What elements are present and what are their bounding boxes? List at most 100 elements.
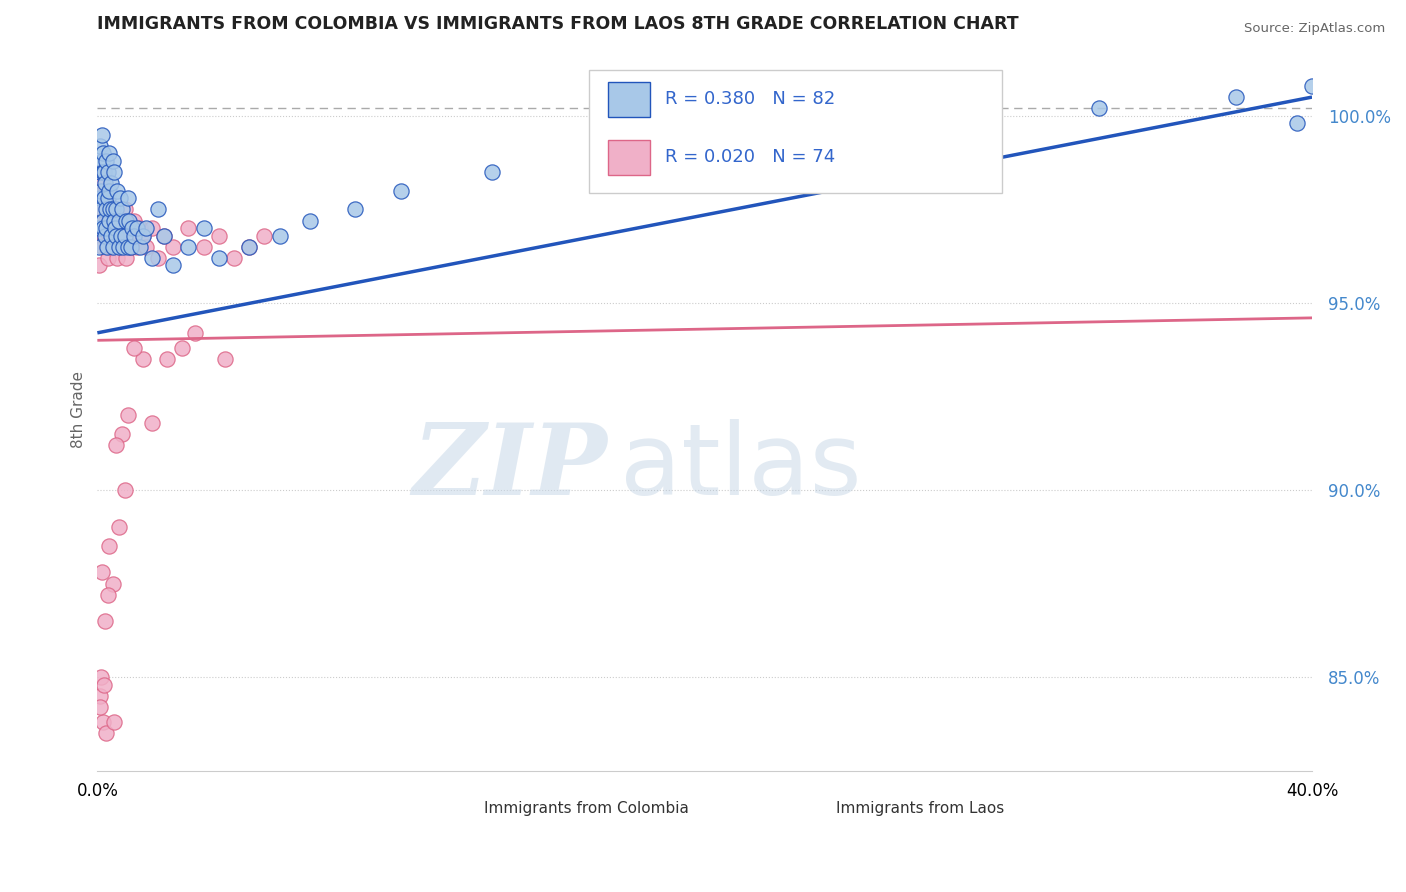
Point (120, 240, 142, 254)
Point (132, 228, 155, 243)
Point (89, 228, 111, 243)
Point (121, 221, 143, 235)
Point (96, 726, 118, 740)
Point (90, 128, 112, 142)
Point (117, 228, 139, 243)
Point (93, 677, 115, 691)
Point (115, 251, 138, 265)
Point (101, 221, 124, 235)
Point (90, 202, 112, 217)
Point (98, 202, 121, 217)
Point (89, 184, 111, 198)
Point (193, 221, 215, 235)
Point (100, 240, 122, 254)
Point (115, 213, 138, 227)
Point (208, 228, 231, 243)
Point (936, 109, 959, 123)
Point (141, 416, 163, 430)
Point (103, 213, 125, 227)
Point (93, 202, 115, 217)
Point (114, 228, 136, 243)
Text: IMMIGRANTS FROM COLOMBIA VS IMMIGRANTS FROM LAOS 8TH GRADE CORRELATION CHART: IMMIGRANTS FROM COLOMBIA VS IMMIGRANTS F… (97, 15, 1019, 33)
Point (117, 191, 139, 205)
Point (90, 191, 112, 205)
Point (98, 146, 121, 161)
Point (153, 228, 176, 243)
Point (128, 240, 150, 254)
Point (90, 566, 112, 580)
Point (91, 240, 114, 254)
Point (141, 251, 163, 265)
Point (135, 221, 157, 235)
Bar (450, 798, 477, 820)
Bar (607, 140, 650, 175)
Point (104, 221, 127, 235)
Point (117, 408, 139, 422)
Point (103, 213, 125, 227)
Point (96, 221, 118, 235)
Point (97, 191, 120, 205)
Point (97, 213, 120, 227)
Point (208, 251, 231, 265)
Point (114, 202, 136, 217)
Point (120, 240, 142, 254)
Point (91, 714, 114, 729)
Point (89, 165, 111, 179)
Point (298, 213, 321, 227)
Text: Source: ZipAtlas.com: Source: ZipAtlas.com (1244, 22, 1385, 36)
Point (344, 202, 367, 217)
Point (117, 240, 139, 254)
Point (1285, 116, 1308, 130)
Y-axis label: 8th Grade: 8th Grade (72, 371, 86, 448)
Point (101, 153, 124, 168)
Point (135, 240, 157, 254)
Point (108, 240, 131, 254)
Point (105, 202, 128, 217)
Point (107, 213, 129, 227)
Point (93, 228, 115, 243)
Point (97, 588, 120, 602)
Point (111, 213, 134, 227)
Point (94, 614, 117, 628)
Point (104, 202, 127, 217)
Point (754, 128, 776, 142)
Point (93, 221, 115, 235)
Point (94, 213, 117, 227)
Point (94, 184, 117, 198)
Point (104, 228, 127, 243)
Point (107, 520, 129, 534)
Point (193, 240, 215, 254)
Point (269, 228, 291, 243)
Point (125, 240, 148, 254)
Point (89, 202, 111, 217)
Point (1088, 101, 1111, 115)
Text: ZIP: ZIP (412, 419, 607, 516)
Point (104, 438, 127, 452)
Point (98, 213, 121, 227)
Point (389, 184, 412, 198)
Point (146, 251, 169, 265)
Point (108, 240, 131, 254)
Point (118, 213, 141, 227)
Point (602, 146, 624, 161)
Point (94, 228, 117, 243)
Bar (607, 82, 650, 117)
Point (238, 240, 260, 254)
Point (1225, 90, 1247, 104)
Point (108, 191, 131, 205)
Point (103, 714, 125, 729)
Point (90, 213, 112, 227)
Point (122, 341, 145, 355)
Point (93, 191, 115, 205)
Point (90, 165, 112, 179)
Point (101, 202, 124, 217)
Point (100, 228, 122, 243)
Point (98, 539, 121, 553)
Point (98, 184, 121, 198)
Point (91, 165, 114, 179)
FancyBboxPatch shape (589, 70, 1002, 193)
Point (90, 184, 112, 198)
Point (97, 202, 120, 217)
Point (172, 341, 194, 355)
Point (101, 240, 124, 254)
